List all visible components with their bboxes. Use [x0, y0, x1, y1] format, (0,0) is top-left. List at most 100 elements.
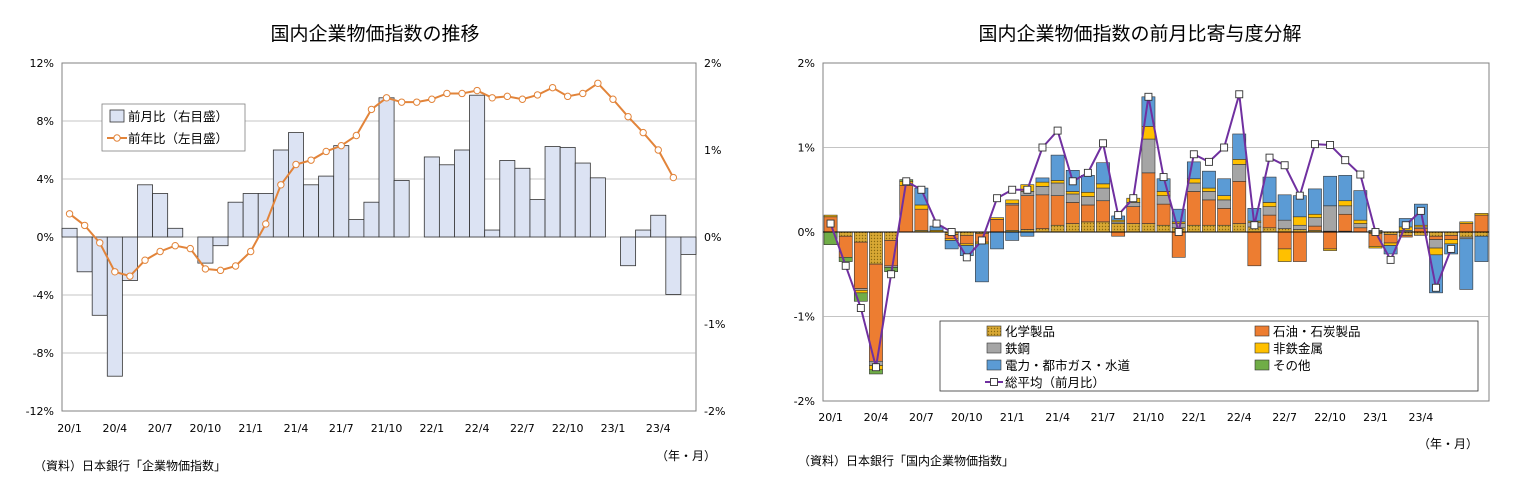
chart2-y-tick-label: 2% [798, 57, 815, 70]
chart2-legend-swatch [986, 359, 1002, 371]
chart2-stacked-bar-segment [1050, 182, 1065, 196]
chart2-stacked-bar-segment [1217, 208, 1231, 226]
chart1-bar [574, 162, 591, 238]
chart2-stacked-bar-segment [1308, 225, 1322, 231]
chart1-line-point [413, 98, 421, 106]
chart2-stacked-bar-segment [1035, 194, 1050, 229]
chart2-total-point [1235, 90, 1244, 99]
chart2-x-tick-label: 20/1 [818, 411, 843, 424]
chart2-stacked-bar-segment [1383, 234, 1398, 244]
chart2-stacked-bar-segment [1429, 231, 1443, 237]
chart1-legend-bar-swatch [109, 109, 125, 123]
chart2-total-point [1295, 191, 1304, 200]
chart2-stacked-bar-segment [1020, 195, 1035, 230]
chart2-stacked-bar-segment [1081, 221, 1095, 233]
chart2-stacked-bar-segment [1459, 223, 1474, 233]
chart2-stacked-bar-segment [1398, 235, 1413, 238]
chart2-stacked-bar-segment [1050, 224, 1065, 233]
chart2-stacked-bar-segment [1277, 248, 1292, 262]
chart1-bar [76, 236, 93, 273]
chart2-stacked-bar-segment [1474, 231, 1489, 237]
chart2-x-tick-label: 20/10 [951, 411, 983, 424]
chart2-total-point [1310, 140, 1319, 149]
chart2-stacked-bar-segment [1262, 206, 1277, 216]
chart1-line-point [126, 272, 134, 280]
chart2-stacked-bar-segment [1338, 213, 1353, 232]
chart1-right-tick-label: -2% [704, 405, 725, 418]
chart2-legend-swatch [986, 342, 1002, 354]
chart1-line-point [96, 239, 104, 247]
chart2-stacked-bar-segment [1429, 254, 1443, 294]
chart1-line-point [473, 86, 481, 95]
chart2-y-tick-label: -2% [794, 395, 815, 408]
chart2-stacked-bar-segment [1338, 200, 1353, 207]
chart2-stacked-bar-segment [1353, 227, 1368, 233]
chart1-line-point [292, 160, 300, 169]
chart2-stacked-bar-segment [1035, 228, 1050, 233]
chart2-stacked-bar-segment [1323, 205, 1337, 232]
chart2-stacked-bar-segment [1186, 182, 1201, 192]
chart2-total-point [977, 236, 986, 245]
chart2-stacked-bar-segment [823, 214, 838, 218]
chart2-stacked-bar-segment [1050, 180, 1065, 184]
chart2-legend-label: 鉄鋼 [1005, 341, 1030, 356]
chart2-stacked-bar-segment [1308, 188, 1322, 215]
chart1-left-tick-label: 8% [37, 115, 54, 128]
chart2-total-point [1189, 150, 1198, 159]
chart2-stacked-bar-segment [1111, 231, 1126, 237]
chart1-title: 国内企業物価指数の推移 [270, 23, 479, 45]
chart2-stacked-bar-segment [1429, 239, 1443, 249]
chart1-right-tick-label: 0% [704, 231, 721, 244]
chart2-stacked-bar-segment [1429, 235, 1443, 240]
chart2-stacked-bar-segment [1459, 238, 1474, 290]
chart2-total-point [1265, 153, 1274, 162]
chart2-x-tick-label: 22/1 [1181, 411, 1206, 424]
chart2-stacked-bar-segment [1277, 194, 1292, 221]
chart2-stacked-bar-segment [1308, 217, 1322, 227]
chart2-legend-swatch [1254, 359, 1270, 371]
chart1-bar [303, 184, 320, 238]
chart2-stacked-bar-segment [1292, 231, 1307, 262]
chart2-total-point [1371, 228, 1380, 236]
chart2-legend-line-marker [990, 378, 998, 386]
chart2-source: （資料）日本銀行「国内企業物価指数」 [798, 453, 1014, 468]
chart2-total-point [1386, 255, 1395, 264]
chart2-total-point [1144, 92, 1153, 101]
chart2-stacked-bar-segment [1005, 204, 1020, 231]
chart2-stacked-bar-segment [1126, 223, 1141, 233]
chart2-x-tick-label: 21/7 [1091, 411, 1116, 424]
chart1-bar [484, 229, 501, 238]
chart1-legend: 前月比（右目盛） 前年比（左目盛） [101, 103, 246, 152]
chart2-total-point [1401, 221, 1410, 230]
chart2-stacked-bar-segment [1323, 248, 1337, 251]
chart2-stacked-bar-segment [1202, 187, 1216, 192]
chart2-x-tick-label: 20/7 [909, 411, 934, 424]
chart1-left-tick-label: 0% [37, 231, 54, 244]
chart1-line-point [518, 95, 527, 103]
chart2-stacked-bar-segment [1247, 231, 1262, 267]
chart1-bar [227, 201, 244, 238]
chart2-stacked-bar-segment [990, 219, 1004, 233]
chart2-total-point [902, 177, 911, 186]
chart2-x-tick-label: 20/4 [864, 411, 889, 424]
chart2-stacked-bar-segment [1292, 224, 1307, 230]
chart2-y-tick-label: 0% [798, 226, 815, 239]
chart2-stacked-bar-segment [1186, 224, 1201, 233]
chart1-xlabel: （年・月） [656, 449, 716, 463]
chart2-stacked-bar-segment [990, 231, 1004, 250]
chart1-bar [257, 193, 274, 238]
chart2-stacked-bar-segment [1141, 223, 1156, 233]
chart2: 2% 1% 0% -1% -2%20/1 20/4 20/7 20/10 21/1 21/4 21/… [794, 57, 1489, 424]
chart1-x-tick-label: 22/4 [465, 422, 490, 435]
chart1-legend-line-marker [113, 134, 121, 142]
chart1-line-point [352, 131, 361, 140]
chart2-stacked-bar-segment [1353, 223, 1368, 229]
chart2-total-point [1038, 143, 1047, 152]
chart1-line-point [639, 128, 647, 137]
chart2-stacked-bar-segment [990, 217, 1004, 220]
chart1-legend-bar-label: 前月比（右目盛） [128, 109, 228, 124]
chart2-stacked-bar-segment [1202, 199, 1216, 226]
chart2-legend-label: 非鉄金属 [1273, 341, 1323, 356]
chart2-stacked-bar-segment [838, 231, 853, 237]
